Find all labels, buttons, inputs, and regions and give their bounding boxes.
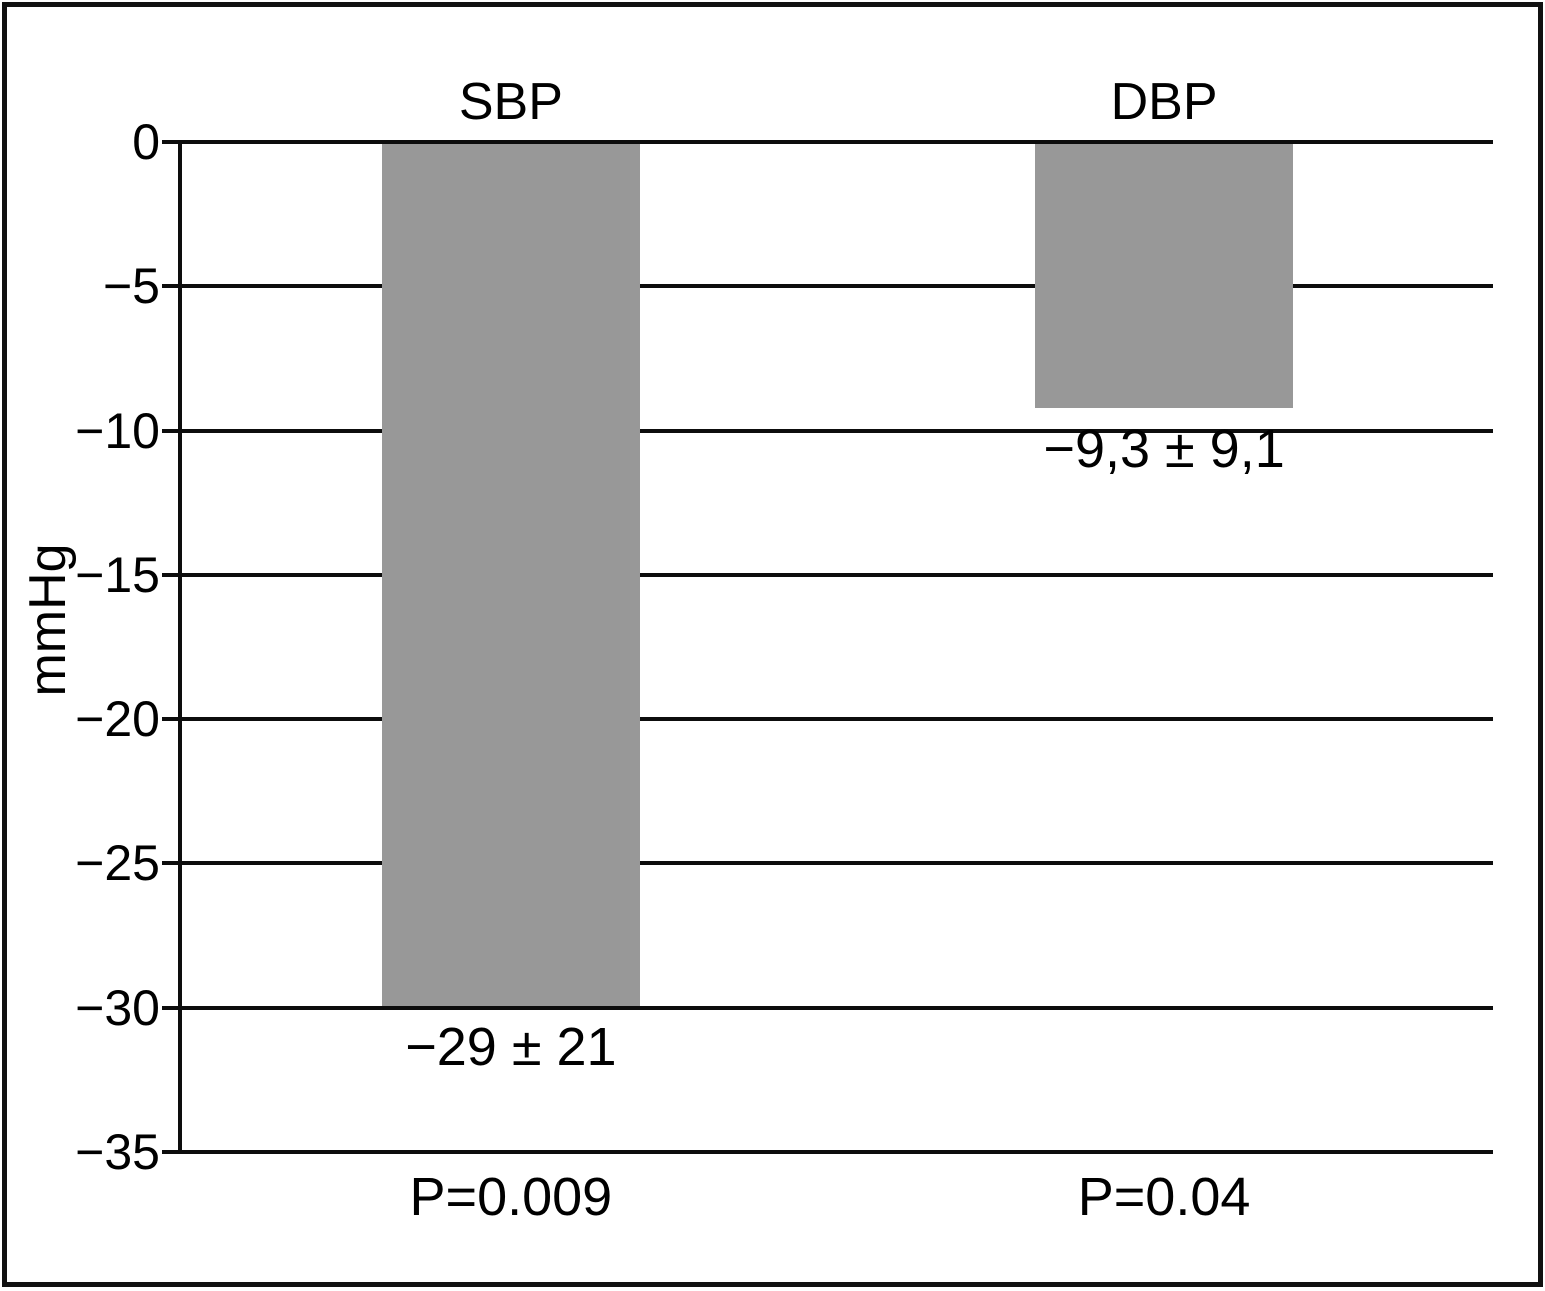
p-value-dbp: P=0.04 bbox=[1077, 1167, 1251, 1227]
bar-title-dbp: DBP bbox=[1110, 73, 1218, 131]
y-tick-mark bbox=[162, 1005, 180, 1010]
y-tick-label: −15 bbox=[75, 546, 160, 603]
y-tick-label: −20 bbox=[75, 691, 160, 748]
y-tick-label: −10 bbox=[75, 402, 160, 459]
value-label-dbp: −9,3 ± 9,1 bbox=[1043, 419, 1285, 480]
bar-sbp bbox=[381, 144, 640, 1006]
y-tick-mark bbox=[162, 717, 180, 722]
y-tick-label: −30 bbox=[75, 979, 160, 1036]
gridline-−30 bbox=[180, 1005, 1493, 1010]
y-tick-mark bbox=[162, 572, 180, 577]
y-axis-title: mmHg bbox=[19, 543, 77, 697]
y-tick-label: −5 bbox=[102, 258, 160, 315]
gridline-−15 bbox=[180, 572, 1493, 577]
y-tick-label: −35 bbox=[75, 1124, 160, 1180]
bar-title-sbp: SBP bbox=[458, 73, 563, 131]
y-tick-mark bbox=[162, 284, 180, 289]
y-tick-mark bbox=[162, 861, 180, 866]
bar-dbp bbox=[1035, 144, 1294, 409]
gridline-−10 bbox=[180, 428, 1493, 433]
p-value-sbp: P=0.009 bbox=[409, 1167, 613, 1227]
gridline-0 bbox=[180, 140, 1493, 144]
y-tick-mark bbox=[162, 428, 180, 433]
y-tick-mark bbox=[162, 140, 180, 144]
y-tick-label: 0 bbox=[132, 114, 160, 170]
gridline-−35 bbox=[180, 1150, 1493, 1154]
y-tick-label: −25 bbox=[75, 835, 160, 892]
plot-area: 0 −5 −10 −15 −20 −25 −30 −35 SBP −29 ± 21 P=0.0… bbox=[75, 76, 1493, 1224]
y-tick-mark bbox=[162, 1150, 180, 1154]
gridline-−25 bbox=[180, 861, 1493, 866]
y-axis-line bbox=[178, 142, 182, 1152]
gridline-−20 bbox=[180, 717, 1493, 722]
value-label-sbp: −29 ± 21 bbox=[405, 1016, 617, 1077]
gridline-−5 bbox=[180, 284, 1493, 289]
